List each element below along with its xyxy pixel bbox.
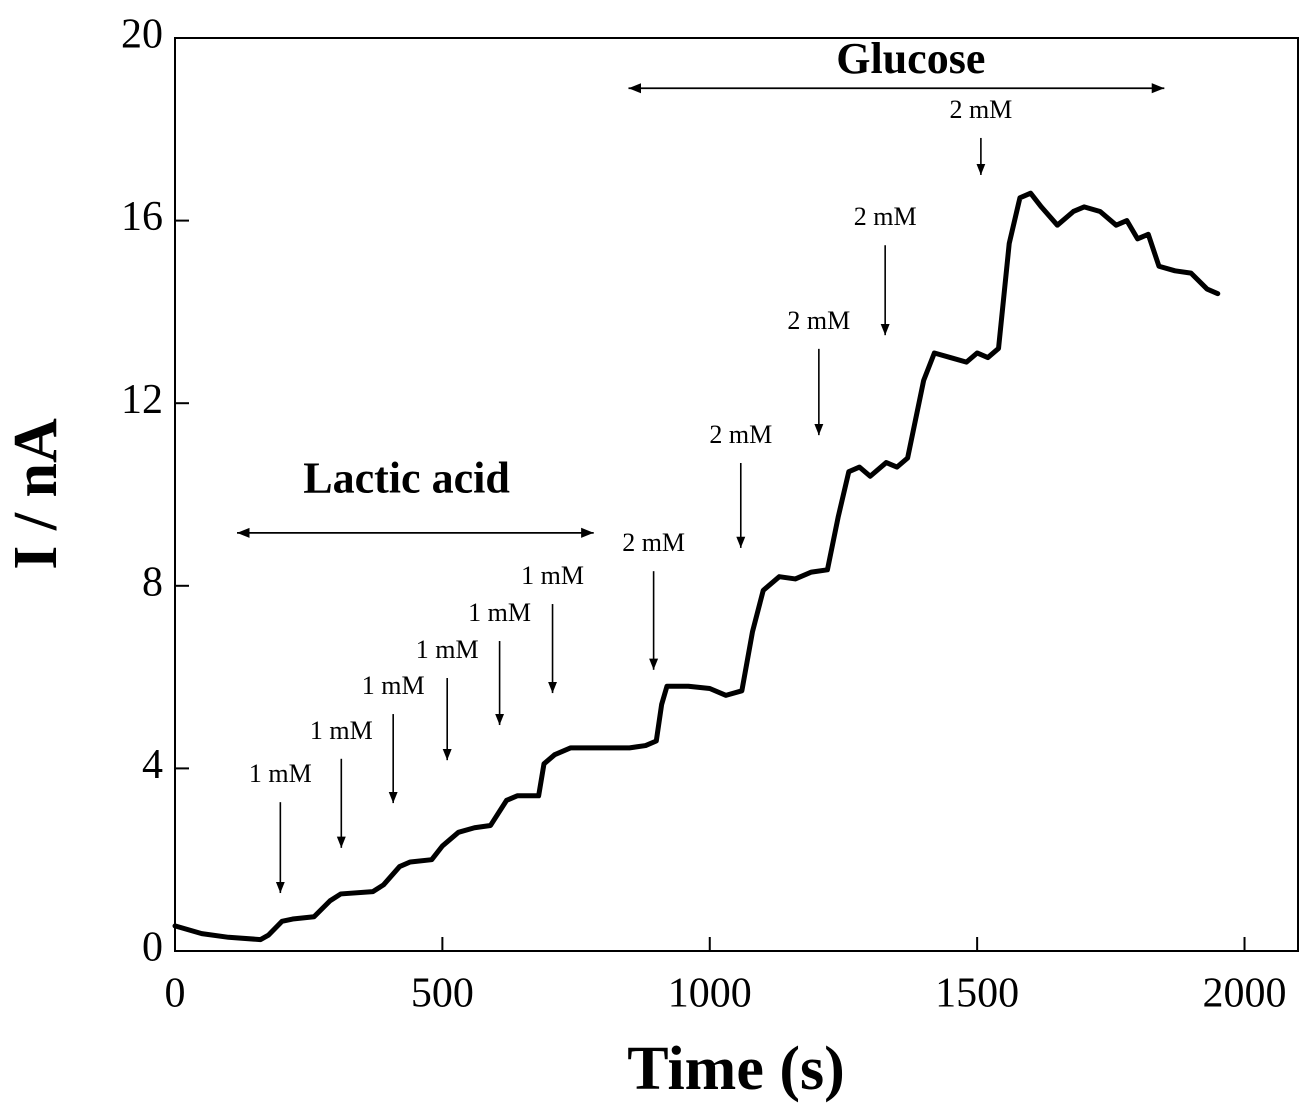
- x-tick-label: 0: [165, 971, 186, 1017]
- x-tick-label: 1000: [668, 971, 752, 1017]
- x-tick-label: 500: [411, 971, 474, 1017]
- y-tick-label: 4: [142, 742, 163, 788]
- annotation-label: 1 mM: [521, 561, 584, 590]
- x-tick-label: 1500: [935, 971, 1019, 1017]
- x-axis-title: Time (s): [627, 1035, 845, 1103]
- annotation-label: 2 mM: [854, 202, 917, 231]
- x-tick-label: 2000: [1203, 971, 1287, 1017]
- y-tick-label: 16: [121, 194, 163, 240]
- annotation-label: 2 mM: [709, 420, 772, 449]
- annotation-label: 2 mM: [949, 95, 1012, 124]
- annotation-label: 2 mM: [622, 528, 685, 557]
- plot-frame: [174, 37, 1299, 952]
- range-label: Lactic acid: [303, 453, 510, 502]
- annotation-label: 1 mM: [468, 598, 531, 627]
- annotation-label: 1 mM: [310, 716, 373, 745]
- annotation-label: 1 mM: [249, 759, 312, 788]
- annotation-label: 1 mM: [362, 671, 425, 700]
- y-tick-label: 20: [121, 12, 163, 58]
- annotation-label: 1 mM: [416, 635, 479, 664]
- range-label: Glucose: [836, 34, 985, 83]
- y-axis-title: I / nA: [2, 418, 70, 570]
- data-line: [172, 190, 1221, 943]
- annotation-label: 2 mM: [787, 306, 850, 335]
- y-tick-label: 8: [142, 559, 163, 605]
- y-tick-label: 12: [121, 377, 163, 423]
- y-tick-label: 0: [142, 925, 163, 971]
